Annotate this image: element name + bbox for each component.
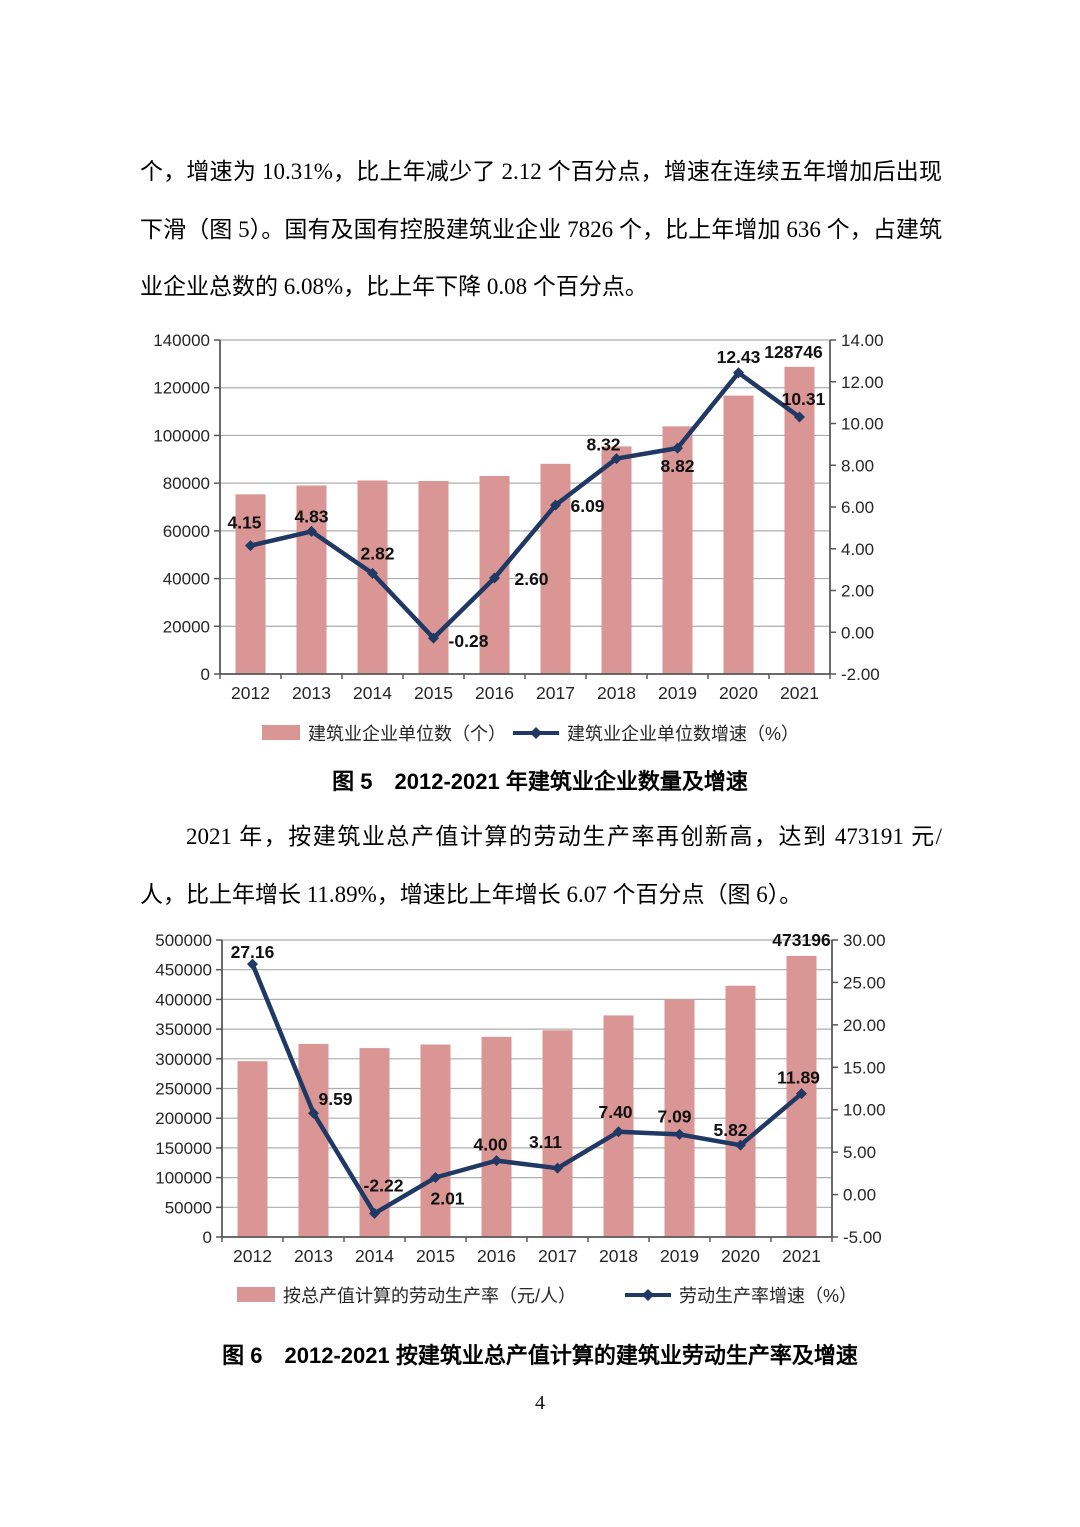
svg-text:4.00: 4.00 (473, 1135, 507, 1155)
svg-text:500000: 500000 (155, 931, 212, 950)
figure-5: 0 20000 40000 60000 80000 100000 120000 140000 -… (115, 326, 915, 756)
svg-text:100000: 100000 (155, 1169, 212, 1188)
svg-text:7.40: 7.40 (598, 1102, 632, 1122)
svg-text:10.31: 10.31 (782, 389, 826, 409)
svg-text:8.82: 8.82 (660, 456, 694, 476)
svg-text:按总产值计算的劳动生产率（元/人）: 按总产值计算的劳动生产率（元/人） (283, 1286, 576, 1306)
svg-text:5.82: 5.82 (713, 1120, 747, 1140)
svg-text:11.89: 11.89 (777, 1068, 820, 1088)
svg-text:2016: 2016 (475, 683, 514, 703)
svg-text:6.00: 6.00 (841, 498, 874, 517)
svg-text:-0.28: -0.28 (449, 631, 489, 651)
svg-text:30.00: 30.00 (843, 931, 886, 950)
svg-text:150000: 150000 (155, 1139, 212, 1158)
svg-text:10.00: 10.00 (841, 415, 884, 434)
svg-text:劳动生产率增速（%）: 劳动生产率增速（%） (679, 1286, 857, 1306)
svg-text:400000: 400000 (155, 990, 212, 1009)
paragraph-1: 个，增速为 10.31%，比上年减少了 2.12 个百分点，增速在连续五年增加后… (140, 159, 942, 299)
svg-text:140000: 140000 (153, 331, 210, 350)
svg-text:300000: 300000 (155, 1050, 212, 1069)
svg-text:2012: 2012 (231, 683, 270, 703)
svg-text:2013: 2013 (292, 683, 331, 703)
svg-text:2015: 2015 (416, 1246, 455, 1266)
svg-text:2.00: 2.00 (841, 582, 874, 601)
svg-text:20000: 20000 (163, 617, 210, 636)
figure6-chart: 0 50000 100000 150000 200000 250000 300000 3500… (155, 930, 886, 1306)
svg-text:6.09: 6.09 (570, 496, 604, 516)
svg-text:350000: 350000 (155, 1020, 212, 1039)
svg-text:200000: 200000 (155, 1109, 212, 1128)
svg-text:2019: 2019 (660, 1246, 699, 1266)
svg-text:80000: 80000 (163, 474, 210, 493)
paragraph-2: 2021 年，按建筑业总产值计算的劳动生产率再创新高，达到 473191 元/人… (140, 824, 942, 907)
svg-text:2017: 2017 (538, 1246, 577, 1266)
svg-text:4.83: 4.83 (294, 506, 328, 526)
svg-text:2021: 2021 (780, 683, 819, 703)
svg-text:0: 0 (203, 1228, 212, 1247)
svg-text:2018: 2018 (599, 1246, 638, 1266)
svg-text:2016: 2016 (477, 1246, 516, 1266)
figure6-caption: 图 6 2012-2021 按建筑业总产值计算的建筑业劳动生产率及增速 (222, 1343, 858, 1368)
svg-text:0.00: 0.00 (843, 1186, 876, 1205)
svg-text:25.00: 25.00 (843, 973, 886, 992)
svg-text:-5.00: -5.00 (843, 1228, 882, 1247)
svg-text:2.60: 2.60 (514, 569, 548, 589)
svg-text:2021: 2021 (782, 1246, 821, 1266)
svg-text:建筑业企业单位数（个）: 建筑业企业单位数（个） (308, 724, 506, 744)
figure5-chart: 0 20000 40000 60000 80000 100000 120000 140000 -… (153, 331, 884, 744)
svg-text:100000: 100000 (153, 426, 210, 445)
svg-text:-2.00: -2.00 (841, 665, 880, 684)
svg-text:2019: 2019 (658, 683, 697, 703)
svg-text:15.00: 15.00 (843, 1058, 886, 1077)
svg-text:2.01: 2.01 (430, 1189, 464, 1209)
svg-text:9.59: 9.59 (318, 1089, 352, 1109)
svg-text:3.11: 3.11 (529, 1132, 562, 1152)
svg-text:2014: 2014 (353, 683, 392, 703)
svg-text:10.00: 10.00 (843, 1101, 886, 1120)
svg-text:50000: 50000 (165, 1198, 212, 1217)
svg-text:14.00: 14.00 (841, 331, 884, 350)
svg-text:2020: 2020 (721, 1246, 760, 1266)
svg-text:2017: 2017 (536, 683, 575, 703)
svg-text:12.43: 12.43 (717, 347, 761, 367)
svg-text:40000: 40000 (163, 570, 210, 589)
svg-text:2012: 2012 (233, 1246, 272, 1266)
svg-text:2013: 2013 (294, 1246, 333, 1266)
svg-text:2020: 2020 (719, 683, 758, 703)
svg-text:4.15: 4.15 (227, 513, 261, 533)
svg-text:-2.22: -2.22 (364, 1175, 404, 1195)
svg-text:5.00: 5.00 (843, 1143, 876, 1162)
svg-text:2014: 2014 (355, 1246, 394, 1266)
svg-text:120000: 120000 (153, 379, 210, 398)
svg-text:2.82: 2.82 (360, 543, 394, 563)
figure5-caption: 图 5 2012-2021 年建筑业企业数量及增速 (332, 769, 748, 794)
svg-text:473196: 473196 (772, 930, 831, 950)
figure-6: 0 50000 100000 150000 200000 250000 300000 3500… (117, 926, 917, 1316)
svg-text:450000: 450000 (155, 961, 212, 980)
svg-text:建筑业企业单位数增速（%）: 建筑业企业单位数增速（%） (567, 724, 799, 744)
svg-text:7.09: 7.09 (657, 1106, 691, 1126)
svg-text:8.32: 8.32 (586, 435, 620, 455)
svg-text:60000: 60000 (163, 522, 210, 541)
svg-text:27.16: 27.16 (231, 942, 275, 962)
svg-text:20.00: 20.00 (843, 1016, 886, 1035)
svg-text:2015: 2015 (414, 683, 453, 703)
svg-text:0.00: 0.00 (841, 623, 874, 642)
svg-text:12.00: 12.00 (841, 373, 884, 392)
svg-text:0: 0 (201, 665, 210, 684)
svg-text:128746: 128746 (764, 342, 823, 362)
svg-text:8.00: 8.00 (841, 456, 874, 475)
svg-text:2018: 2018 (597, 683, 636, 703)
svg-text:4.00: 4.00 (841, 540, 874, 559)
page-number: 4 (535, 1392, 545, 1414)
svg-text:250000: 250000 (155, 1080, 212, 1099)
